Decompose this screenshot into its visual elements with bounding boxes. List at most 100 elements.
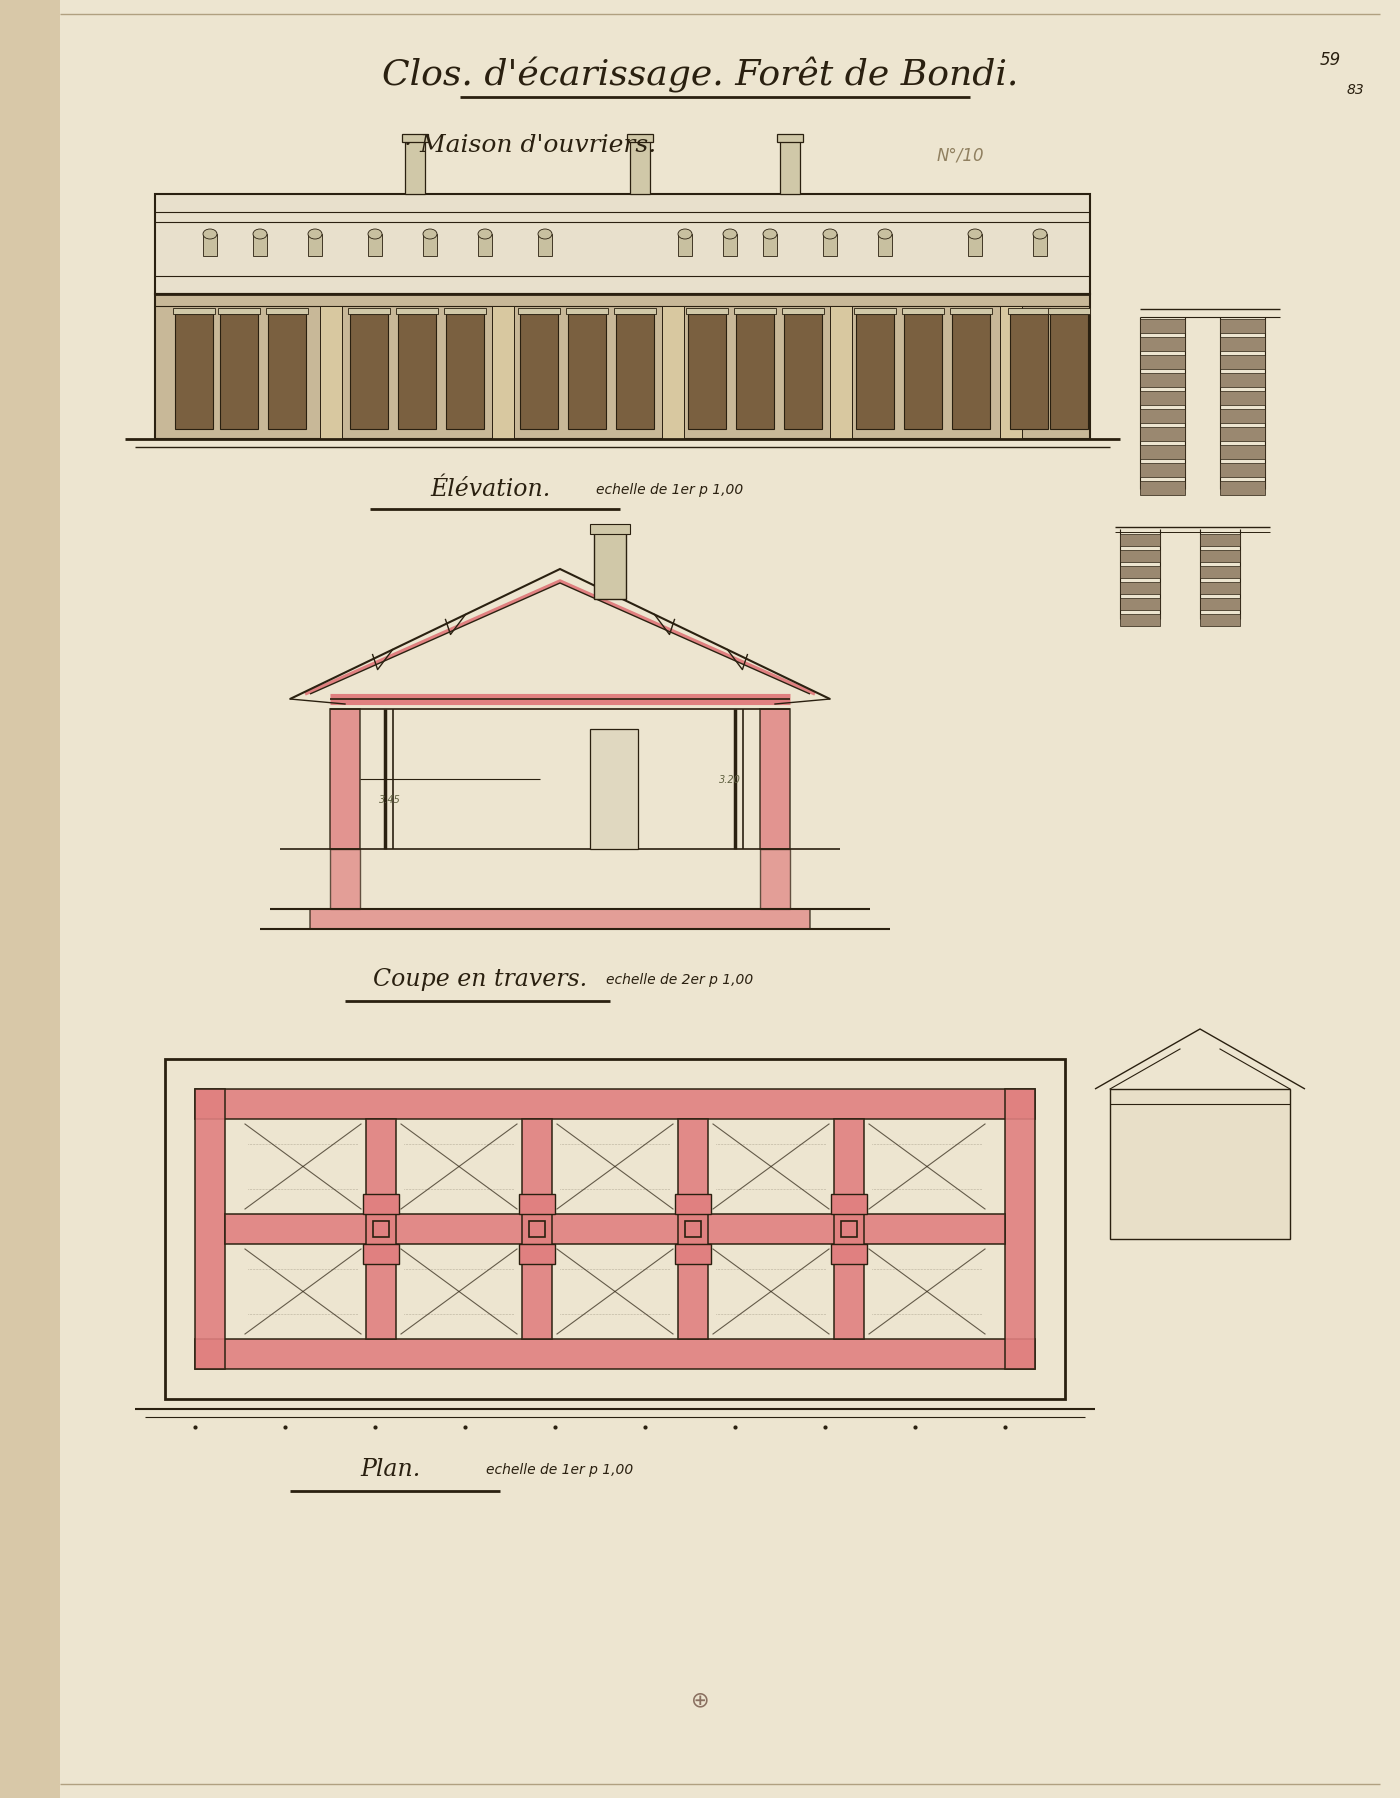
Bar (518, 309, 560, 315)
Bar (685, 1221, 701, 1237)
Bar (330, 710, 360, 849)
Bar (777, 135, 804, 142)
Bar (832, 1194, 867, 1214)
Bar (522, 1120, 552, 1340)
Bar (830, 307, 853, 441)
Bar (491, 307, 514, 441)
Bar (686, 309, 728, 315)
Bar (675, 1244, 711, 1264)
Ellipse shape (253, 230, 267, 239)
Ellipse shape (477, 230, 491, 239)
Bar (1009, 315, 1049, 430)
Bar (589, 730, 638, 849)
Text: 3.20: 3.20 (720, 775, 741, 784)
Bar (760, 710, 790, 849)
Bar (589, 525, 630, 534)
Bar (1000, 307, 1022, 441)
Ellipse shape (678, 230, 692, 239)
Bar (447, 315, 484, 430)
Bar (678, 236, 692, 257)
Bar (662, 307, 685, 441)
Bar (823, 236, 837, 257)
Text: · Maison d'ouvriers.: · Maison d'ouvriers. (403, 133, 657, 156)
Bar (519, 1194, 554, 1214)
Bar (529, 1221, 545, 1237)
Bar (952, 315, 990, 430)
Bar (1033, 236, 1047, 257)
Bar (218, 309, 260, 315)
Bar (165, 1059, 1065, 1399)
Text: Coupe en travers.: Coupe en travers. (372, 967, 587, 991)
Ellipse shape (423, 230, 437, 239)
Bar (855, 315, 895, 430)
Bar (1219, 446, 1266, 460)
Text: N°/10: N°/10 (937, 146, 984, 164)
Bar (1049, 309, 1091, 315)
Bar (1140, 428, 1184, 442)
Bar (902, 309, 944, 315)
Bar (195, 1340, 1035, 1370)
Bar (267, 315, 307, 430)
Ellipse shape (722, 230, 736, 239)
Bar (266, 309, 308, 315)
Bar (834, 1120, 864, 1340)
Bar (372, 1221, 389, 1237)
Bar (1120, 615, 1161, 628)
Bar (1120, 534, 1161, 547)
Bar (1200, 583, 1240, 595)
Bar (1140, 374, 1184, 388)
Bar (1140, 410, 1184, 424)
Bar (784, 315, 822, 430)
Text: ⊕: ⊕ (690, 1688, 710, 1710)
Bar (722, 236, 736, 257)
Bar (308, 236, 322, 257)
Bar (363, 1244, 399, 1264)
Ellipse shape (203, 230, 217, 239)
Ellipse shape (308, 230, 322, 239)
Text: echelle de 1er p 1,00: echelle de 1er p 1,00 (596, 482, 743, 496)
Bar (678, 1120, 708, 1340)
Bar (627, 135, 652, 142)
Bar (519, 315, 559, 430)
Bar (1140, 464, 1184, 478)
Bar (1140, 320, 1184, 334)
Bar (568, 315, 606, 430)
Bar (1219, 392, 1266, 406)
Bar (0, 0, 60, 1798)
Bar (1008, 309, 1050, 315)
Bar (349, 309, 391, 315)
Ellipse shape (823, 230, 837, 239)
Bar (225, 1214, 1005, 1244)
Bar (1005, 1090, 1035, 1370)
Bar (365, 1120, 396, 1340)
Bar (1200, 566, 1240, 579)
Bar (675, 1194, 711, 1214)
Text: echelle de 2er p 1,00: echelle de 2er p 1,00 (606, 973, 753, 987)
Bar (330, 849, 360, 910)
Ellipse shape (967, 230, 981, 239)
Bar (616, 315, 654, 430)
Bar (1219, 356, 1266, 370)
Bar (841, 1221, 857, 1237)
Bar (1219, 410, 1266, 424)
Bar (1140, 482, 1184, 496)
Ellipse shape (763, 230, 777, 239)
Bar (396, 309, 438, 315)
Bar (368, 236, 382, 257)
Bar (1219, 428, 1266, 442)
Bar (1140, 338, 1184, 352)
Bar (220, 315, 258, 430)
Text: echelle de 1er p 1,00: echelle de 1er p 1,00 (486, 1462, 634, 1476)
Bar (1200, 550, 1240, 563)
Bar (350, 315, 388, 430)
Bar (1200, 534, 1240, 547)
Bar (763, 236, 777, 257)
Ellipse shape (368, 230, 382, 239)
Bar (203, 236, 217, 257)
Bar (734, 309, 776, 315)
Bar (174, 309, 216, 315)
Text: Plan.: Plan. (360, 1458, 420, 1482)
Bar (477, 236, 491, 257)
Bar (1219, 320, 1266, 334)
Bar (1050, 315, 1088, 430)
